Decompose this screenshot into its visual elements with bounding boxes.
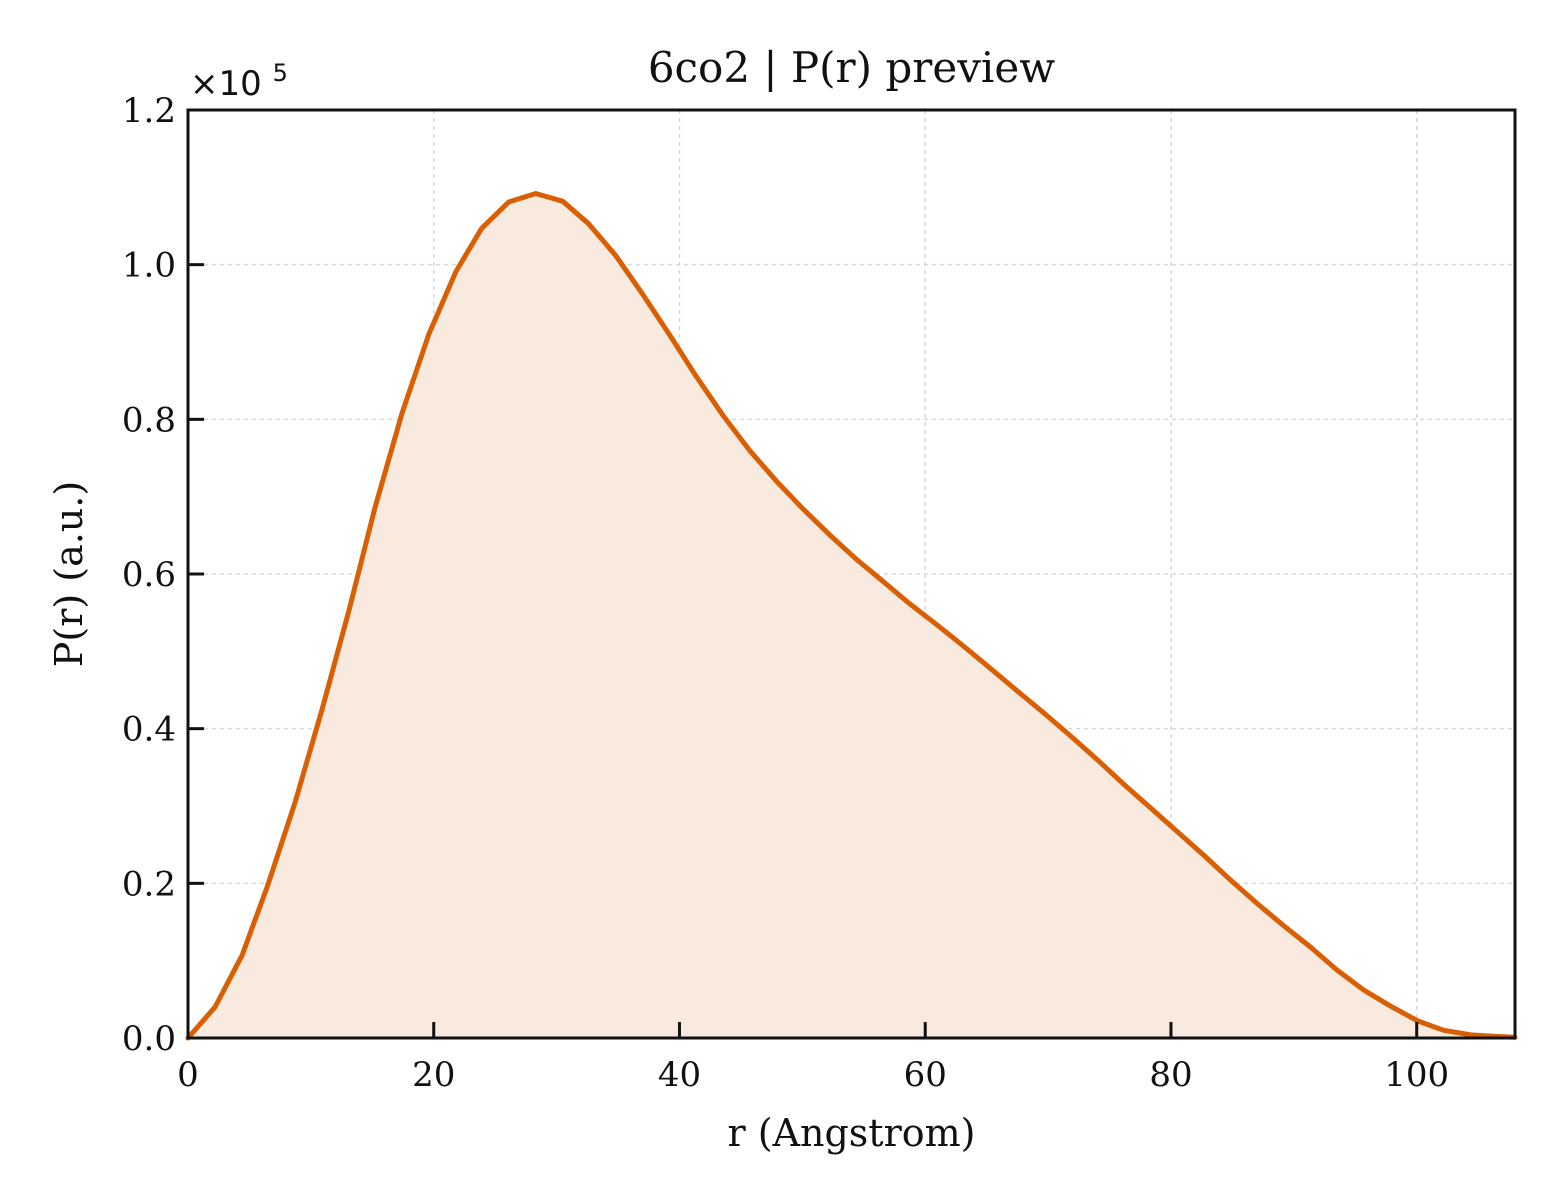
chart-title: 6co2 | P(r) preview	[648, 43, 1055, 92]
y-tick-label: 0.4	[122, 710, 176, 750]
x-tick-label: 40	[658, 1055, 701, 1095]
x-tick-labels: 0 20 40 60 80 100	[177, 1055, 1449, 1095]
x-tick-label: 100	[1384, 1055, 1449, 1095]
y-tick-labels: 0.0 0.2 0.4 0.6 0.8 1.0 1.2	[122, 91, 176, 1059]
x-tick-label: 0	[177, 1055, 199, 1095]
y-tick-label: 0.0	[122, 1019, 176, 1059]
y-tick-label: 0.6	[122, 555, 176, 595]
pr-area-fill	[188, 193, 1515, 1038]
y-tick-label: 0.8	[122, 400, 176, 440]
y-axis-title: P(r) (a.u.)	[47, 481, 91, 667]
x-tick-label: 60	[904, 1055, 947, 1095]
x-tick-label: 20	[412, 1055, 455, 1095]
x-axis-title: r (Angstrom)	[728, 1111, 976, 1155]
y-scale-base: ×10	[190, 64, 262, 104]
axis-ticks	[186, 108, 1419, 1040]
pr-line	[185, 191, 1518, 1041]
x-tick-label: 80	[1149, 1055, 1192, 1095]
y-tick-label: 1.0	[122, 246, 176, 286]
y-tick-label: 1.2	[122, 91, 176, 131]
y-scale-factor: ×10 5	[190, 59, 288, 104]
y-tick-label: 0.2	[122, 864, 176, 904]
y-scale-exponent: 5	[273, 59, 288, 87]
